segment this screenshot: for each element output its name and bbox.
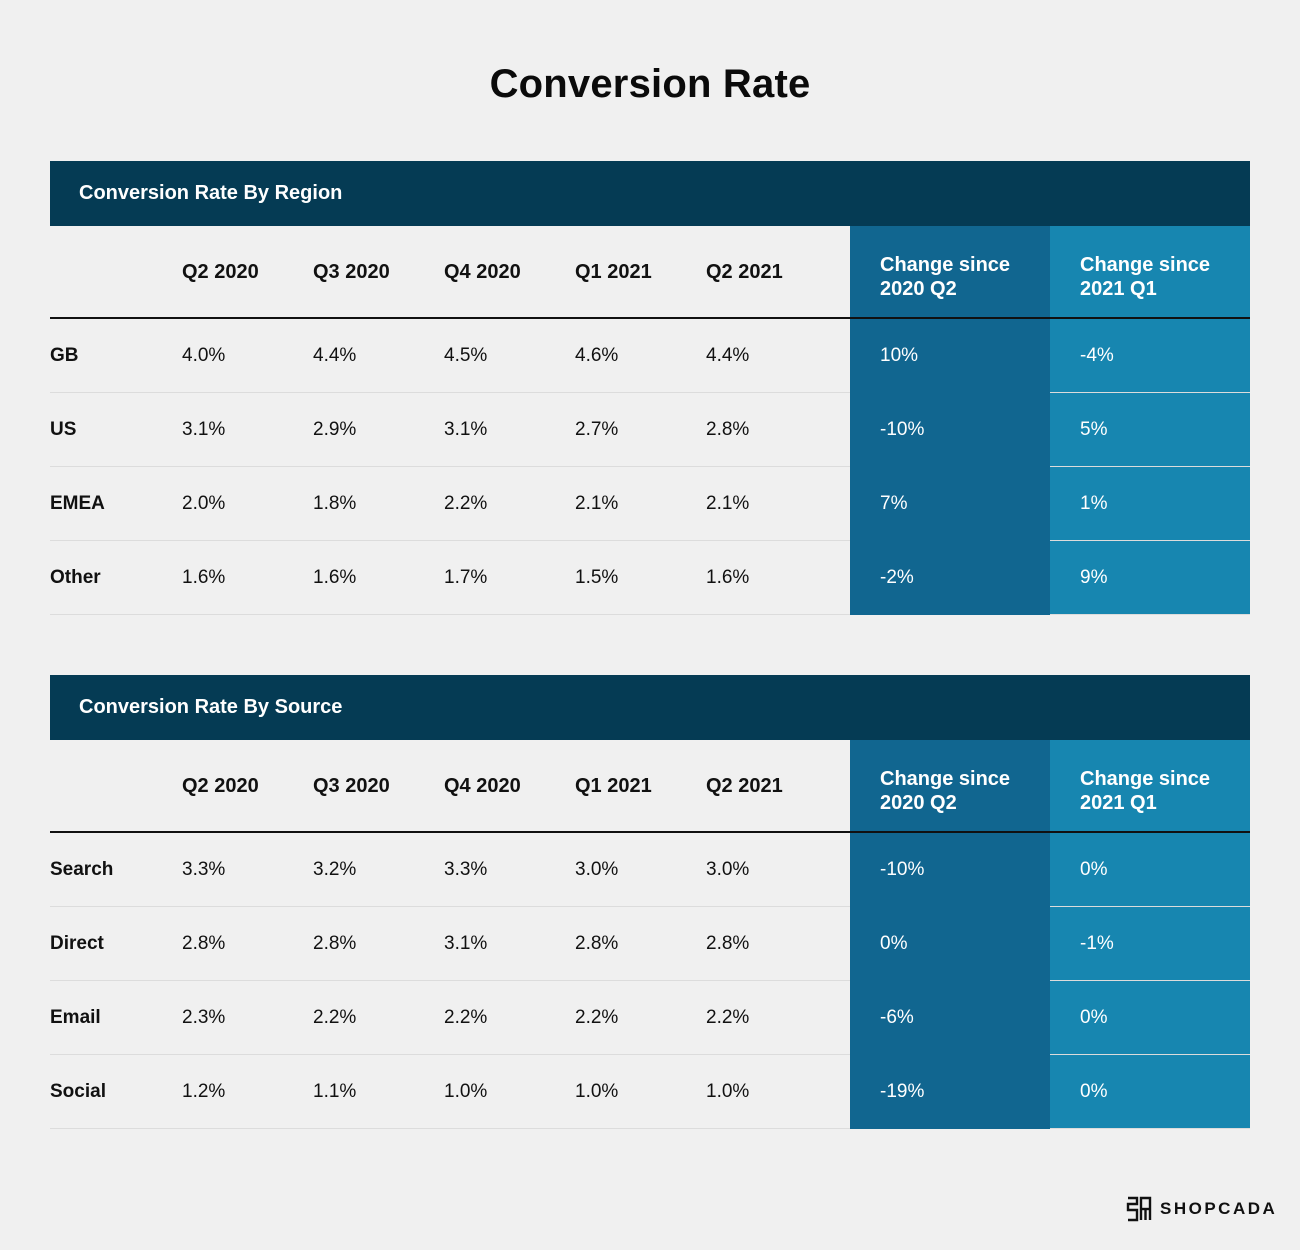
column-header: Q1 2021 [575, 261, 652, 283]
change-cell-2020q2: 10% [850, 319, 1050, 393]
table-cell: 2.0% [182, 492, 226, 514]
table-cell: 1.8% [313, 492, 357, 514]
table-cell: 1.7% [444, 566, 488, 588]
table-cell: 2.8% [706, 932, 750, 954]
row-label: US [50, 418, 77, 440]
table-cell: 3.1% [444, 418, 488, 440]
change-cell-2020q2: -6% [850, 981, 1050, 1055]
table-cell: 3.2% [313, 858, 357, 880]
change-cell-2020q2: -10% [850, 393, 1050, 467]
column-header: Q4 2020 [444, 775, 521, 797]
source-table-header: Q2 2020 Q3 2020 Q4 2020 Q1 2021 Q2 2021 … [50, 740, 1250, 833]
table-cell: 3.1% [182, 418, 226, 440]
change-cell-2020q2: -2% [850, 541, 1050, 615]
shopcada-logo-icon [1126, 1196, 1152, 1222]
change-cell-2021q1: 5% [1050, 393, 1250, 467]
table-cell: 1.2% [182, 1080, 226, 1102]
source-table: Conversion Rate By Source Q2 2020 Q3 202… [50, 675, 1250, 1129]
table-cell: 1.0% [575, 1080, 619, 1102]
table-cell: 4.0% [182, 344, 226, 366]
table-cell: 2.8% [313, 932, 357, 954]
row-label: GB [50, 344, 79, 366]
table-cell: 2.8% [182, 932, 226, 954]
column-header: Q4 2020 [444, 261, 521, 283]
table-cell: 1.0% [444, 1080, 488, 1102]
change-cell-2021q1: 0% [1050, 833, 1250, 907]
table-row: Search 3.3% 3.2% 3.3% 3.0% 3.0% -10% 0% [50, 833, 1250, 907]
row-label: Social [50, 1080, 106, 1102]
region-table-header: Q2 2020 Q3 2020 Q4 2020 Q1 2021 Q2 2021 … [50, 226, 1250, 319]
table-cell: 2.1% [575, 492, 619, 514]
row-label: Direct [50, 932, 104, 954]
table-cell: 2.2% [706, 1006, 750, 1028]
change-header-2020q2: Change since 2020 Q2 [850, 740, 1050, 831]
table-cell: 2.2% [313, 1006, 357, 1028]
table-cell: 2.8% [575, 932, 619, 954]
table-row: Email 2.3% 2.2% 2.2% 2.2% 2.2% -6% 0% [50, 981, 1250, 1055]
table-cell: 2.9% [313, 418, 357, 440]
table-row: EMEA 2.0% 1.8% 2.2% 2.1% 2.1% 7% 1% [50, 467, 1250, 541]
column-header: Q1 2021 [575, 775, 652, 797]
header-empty [50, 740, 180, 831]
change-cell-2020q2: -19% [850, 1055, 1050, 1129]
row-label: EMEA [50, 492, 105, 514]
region-table-title: Conversion Rate By Region [50, 161, 1250, 226]
table-cell: 2.7% [575, 418, 619, 440]
table-cell: 4.4% [313, 344, 357, 366]
table-cell: 1.1% [313, 1080, 357, 1102]
table-cell: 3.3% [444, 858, 488, 880]
table-cell: 3.0% [706, 858, 750, 880]
change-cell-2020q2: -10% [850, 833, 1050, 907]
table-cell: 4.4% [706, 344, 750, 366]
header-empty [50, 226, 180, 317]
table-cell: 2.2% [444, 1006, 488, 1028]
change-cell-2020q2: 7% [850, 467, 1050, 541]
change-cell-2021q1: 0% [1050, 1055, 1250, 1129]
row-label: Email [50, 1006, 101, 1028]
table-cell: 1.0% [706, 1080, 750, 1102]
row-label: Other [50, 566, 101, 588]
table-row: Direct 2.8% 2.8% 3.1% 2.8% 2.8% 0% -1% [50, 907, 1250, 981]
change-cell-2021q1: 1% [1050, 467, 1250, 541]
region-table: Conversion Rate By Region Q2 2020 Q3 202… [50, 161, 1250, 615]
change-cell-2021q1: 0% [1050, 981, 1250, 1055]
table-cell: 1.6% [313, 566, 357, 588]
table-cell: 2.2% [444, 492, 488, 514]
change-cell-2021q1: -1% [1050, 907, 1250, 981]
table-row: Social 1.2% 1.1% 1.0% 1.0% 1.0% -19% 0% [50, 1055, 1250, 1129]
table-cell: 2.1% [706, 492, 750, 514]
column-header: Q3 2020 [313, 261, 390, 283]
table-cell: 1.6% [706, 566, 750, 588]
table-cell: 3.1% [444, 932, 488, 954]
logo-text: SHOPCADA [1160, 1199, 1278, 1218]
column-header: Q2 2020 [182, 775, 259, 797]
table-row: GB 4.0% 4.4% 4.5% 4.6% 4.4% 10% -4% [50, 319, 1250, 393]
column-header: Q3 2020 [313, 775, 390, 797]
change-cell-2021q1: -4% [1050, 319, 1250, 393]
table-row: Other 1.6% 1.6% 1.7% 1.5% 1.6% -2% 9% [50, 541, 1250, 615]
source-table-title: Conversion Rate By Source [50, 675, 1250, 740]
row-label: Search [50, 858, 114, 880]
table-cell: 1.5% [575, 566, 619, 588]
table-cell: 4.5% [444, 344, 488, 366]
table-cell: 3.3% [182, 858, 226, 880]
change-header-2021q1: Change since 2021 Q1 [1050, 740, 1250, 831]
column-header: Q2 2021 [706, 775, 783, 797]
column-header: Q2 2021 [706, 261, 783, 283]
table-cell: 1.6% [182, 566, 226, 588]
page-title: Conversion Rate [489, 62, 811, 106]
table-cell: 3.0% [575, 858, 619, 880]
column-header: Q2 2020 [182, 261, 259, 283]
change-header-2020q2: Change since 2020 Q2 [850, 226, 1050, 317]
table-cell: 2.3% [182, 1006, 226, 1028]
table-cell: 2.8% [706, 418, 750, 440]
shopcada-logo: SHOPCADA [1126, 1195, 1277, 1223]
change-cell-2020q2: 0% [850, 907, 1050, 981]
table-cell: 4.6% [575, 344, 619, 366]
change-header-2021q1: Change since 2021 Q1 [1050, 226, 1250, 317]
change-cell-2021q1: 9% [1050, 541, 1250, 615]
table-row: US 3.1% 2.9% 3.1% 2.7% 2.8% -10% 5% [50, 393, 1250, 467]
table-cell: 2.2% [575, 1006, 619, 1028]
